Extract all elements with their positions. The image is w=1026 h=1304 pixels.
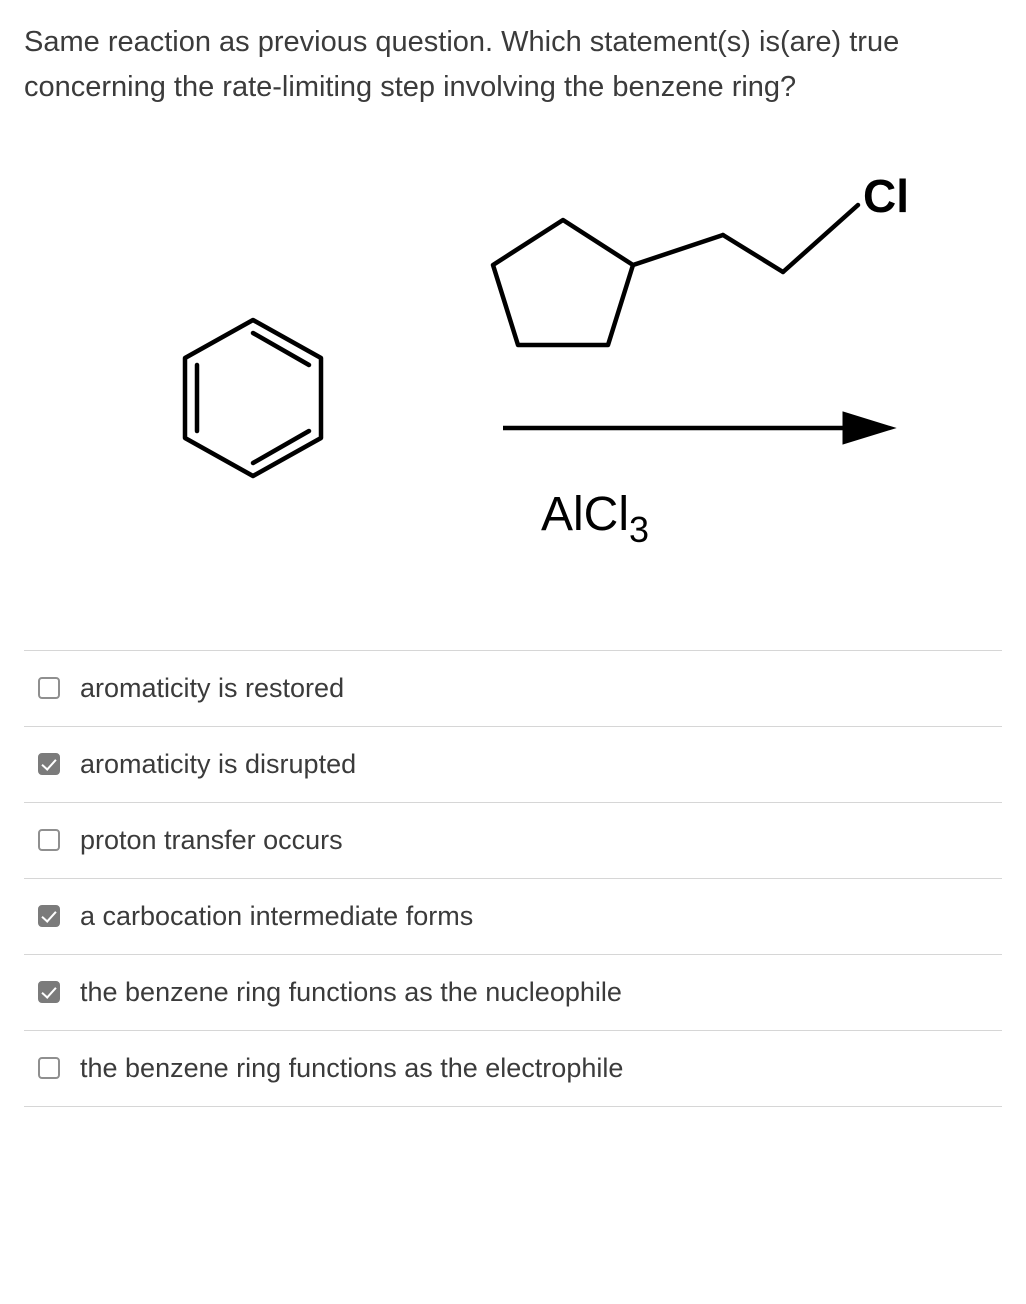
option-label: the benzene ring functions as the electr… (80, 1053, 623, 1084)
option-label: the benzene ring functions as the nucleo… (80, 977, 622, 1008)
option-row[interactable]: aromaticity is restored (24, 651, 1002, 727)
option-row[interactable]: aromaticity is disrupted (24, 727, 1002, 803)
checkbox[interactable] (38, 905, 60, 927)
options-list: aromaticity is restored aromaticity is d… (24, 650, 1002, 1107)
checkbox[interactable] (38, 981, 60, 1003)
checkbox[interactable] (38, 753, 60, 775)
reaction-arrow (503, 412, 895, 444)
chlorine-label: Cl (863, 170, 909, 222)
option-label: a carbocation intermediate forms (80, 901, 473, 932)
option-row[interactable]: a carbocation intermediate forms (24, 879, 1002, 955)
reaction-diagram: Cl AlCl3 (103, 150, 923, 590)
catalyst-label: AlCl3 (541, 488, 649, 550)
option-label: aromaticity is disrupted (80, 749, 356, 780)
question-text: Same reaction as previous question. Whic… (24, 20, 1002, 110)
option-row[interactable]: the benzene ring functions as the nucleo… (24, 955, 1002, 1031)
benzene-ring (185, 320, 321, 476)
option-label: proton transfer occurs (80, 825, 343, 856)
option-row[interactable]: the benzene ring functions as the electr… (24, 1031, 1002, 1107)
option-row[interactable]: proton transfer occurs (24, 803, 1002, 879)
checkbox[interactable] (38, 829, 60, 851)
checkbox[interactable] (38, 1057, 60, 1079)
checkbox[interactable] (38, 677, 60, 699)
option-label: aromaticity is restored (80, 673, 344, 704)
alkyl-chloride (493, 205, 858, 345)
